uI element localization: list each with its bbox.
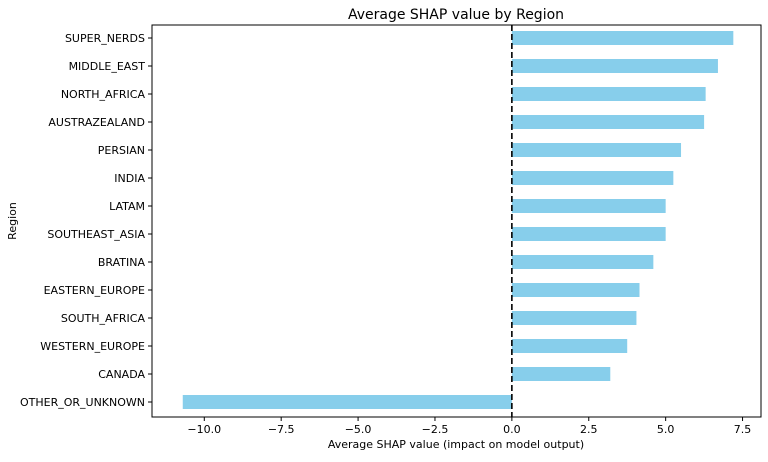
x-tick-label: −7.5 — [268, 423, 295, 436]
bar-western-europe — [511, 339, 628, 353]
y-tick-label: PERSIAN — [98, 144, 145, 157]
y-axis-ticks: SUPER_NERDS MIDDLE_EAST NORTH_AFRICA AUSTRA… — [20, 32, 152, 409]
chart-title: Average SHAP value by Region — [348, 7, 564, 23]
y-tick-label: LATAM — [109, 200, 145, 213]
y-tick-label: AUSTRAZEALAND — [48, 116, 145, 129]
plot-area — [182, 25, 734, 417]
bar-other-or-unknown — [182, 395, 512, 409]
y-tick-label: SOUTHEAST_ASIA — [47, 228, 145, 241]
x-tick-label: 7.5 — [734, 423, 752, 436]
bar-india — [511, 171, 674, 185]
bar-canada — [511, 367, 611, 381]
x-tick-label: 2.5 — [580, 423, 598, 436]
y-tick-label: SUPER_NERDS — [65, 32, 145, 45]
x-tick-label: 5.0 — [657, 423, 675, 436]
bar-latam — [511, 199, 666, 213]
bar-bratina — [511, 255, 654, 269]
y-axis-label: Region — [6, 202, 19, 240]
y-tick-label: EASTERN_EUROPE — [44, 284, 145, 297]
x-tick-label: −5.0 — [345, 423, 372, 436]
x-tick-label: −2.5 — [422, 423, 449, 436]
bar-southeast-asia — [511, 227, 666, 241]
bar-persian — [511, 143, 682, 157]
bar-north-africa — [511, 87, 706, 101]
y-tick-label: INDIA — [114, 172, 145, 185]
bar-middle-east — [511, 59, 718, 73]
y-tick-label: MIDDLE_EAST — [69, 60, 146, 73]
y-tick-label: WESTERN_EUROPE — [40, 340, 145, 353]
x-tick-label: −10.0 — [187, 423, 221, 436]
x-axis-label: Average SHAP value (impact on model outp… — [328, 438, 584, 451]
y-tick-label: NORTH_AFRICA — [61, 88, 146, 101]
x-axis-ticks: −10.0 −7.5 −5.0 −2.5 0.0 2.5 5.0 7.5 — [187, 417, 751, 436]
bar-eastern-europe — [511, 283, 640, 297]
plot-frame — [151, 24, 762, 418]
bar-austrazealand — [511, 115, 705, 129]
y-tick-label: OTHER_OR_UNKNOWN — [20, 396, 145, 409]
y-tick-label: SOUTH_AFRICA — [61, 312, 146, 325]
y-tick-label: CANADA — [98, 368, 145, 381]
bar-super-nerds — [511, 31, 734, 45]
x-tick-label: 0.0 — [503, 423, 521, 436]
y-tick-label: BRATINA — [98, 256, 146, 269]
bar-south-africa — [511, 311, 637, 325]
